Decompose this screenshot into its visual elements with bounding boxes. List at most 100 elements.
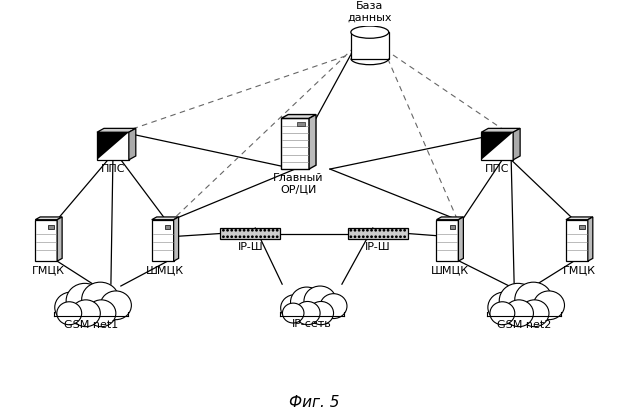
Polygon shape [173, 217, 179, 261]
Bar [97, 132, 129, 160]
Circle shape [243, 236, 244, 237]
Circle shape [387, 230, 388, 231]
Circle shape [248, 230, 249, 231]
Bar [54, 309, 128, 316]
Circle shape [358, 230, 360, 231]
Circle shape [515, 282, 552, 317]
Polygon shape [436, 217, 463, 220]
Circle shape [363, 236, 364, 237]
Circle shape [533, 291, 564, 320]
Polygon shape [588, 217, 593, 261]
Text: База
данных: База данных [348, 1, 392, 22]
Circle shape [239, 236, 241, 237]
Circle shape [375, 236, 376, 237]
Circle shape [400, 230, 401, 231]
Bar [296, 122, 305, 126]
Circle shape [100, 291, 131, 320]
Bar [450, 225, 455, 229]
Circle shape [223, 230, 224, 231]
Circle shape [268, 236, 269, 237]
Circle shape [231, 236, 232, 237]
Circle shape [350, 236, 351, 237]
Circle shape [488, 292, 521, 323]
Circle shape [308, 301, 333, 325]
Polygon shape [481, 128, 520, 132]
Circle shape [504, 300, 533, 327]
Circle shape [282, 303, 304, 323]
Circle shape [273, 236, 274, 237]
Bar [35, 220, 57, 261]
Circle shape [404, 236, 405, 237]
Circle shape [387, 236, 388, 237]
Polygon shape [458, 217, 463, 261]
Text: GSM net2: GSM net2 [497, 320, 551, 330]
Circle shape [223, 236, 224, 237]
Bar [579, 225, 584, 229]
Circle shape [66, 283, 104, 318]
Text: ГМЦК: ГМЦК [563, 265, 596, 275]
Text: ППС: ППС [485, 164, 509, 173]
Bar [165, 225, 170, 229]
Polygon shape [309, 114, 316, 169]
Text: Фиг. 5: Фиг. 5 [289, 395, 339, 410]
Bar [351, 32, 388, 59]
Circle shape [320, 294, 347, 318]
Circle shape [235, 230, 237, 231]
Circle shape [268, 230, 269, 231]
Circle shape [520, 300, 549, 327]
Circle shape [227, 230, 228, 231]
Circle shape [71, 300, 100, 327]
Circle shape [87, 300, 116, 327]
Circle shape [379, 236, 381, 237]
Polygon shape [97, 132, 129, 160]
Circle shape [404, 230, 405, 231]
Text: IP-Ш: IP-Ш [365, 242, 390, 252]
Circle shape [350, 230, 351, 231]
Circle shape [383, 236, 385, 237]
Circle shape [243, 230, 244, 231]
Circle shape [396, 230, 397, 231]
Polygon shape [281, 114, 316, 119]
Circle shape [400, 236, 401, 237]
Ellipse shape [351, 26, 388, 38]
Text: ШМЦК: ШМЦК [146, 265, 184, 275]
Circle shape [57, 302, 82, 325]
Circle shape [256, 236, 257, 237]
Circle shape [392, 236, 393, 237]
Circle shape [383, 230, 385, 231]
Circle shape [396, 236, 397, 237]
Bar [49, 225, 54, 229]
Circle shape [260, 236, 261, 237]
Circle shape [256, 230, 257, 231]
Circle shape [355, 236, 356, 237]
Polygon shape [129, 128, 136, 160]
Circle shape [291, 287, 323, 317]
Circle shape [367, 230, 368, 231]
Bar [348, 228, 408, 239]
Circle shape [260, 230, 261, 231]
Bar [487, 309, 561, 316]
Polygon shape [566, 217, 593, 220]
Circle shape [363, 230, 364, 231]
Text: IP-сеть: IP-сеть [292, 319, 332, 329]
Text: GSM net1: GSM net1 [64, 320, 118, 330]
Polygon shape [57, 217, 62, 261]
Circle shape [499, 283, 536, 318]
Bar [220, 228, 280, 239]
Circle shape [264, 230, 266, 231]
Circle shape [82, 282, 119, 317]
Polygon shape [152, 217, 179, 220]
Bar [280, 309, 344, 316]
Circle shape [371, 230, 372, 231]
Bar [436, 220, 458, 261]
Circle shape [273, 230, 274, 231]
Circle shape [304, 286, 336, 316]
Text: ППС: ППС [100, 164, 125, 173]
Circle shape [239, 230, 241, 231]
Circle shape [227, 236, 228, 237]
Circle shape [235, 236, 237, 237]
Circle shape [281, 294, 309, 321]
Circle shape [375, 230, 376, 231]
Bar [566, 220, 588, 261]
Circle shape [355, 230, 356, 231]
